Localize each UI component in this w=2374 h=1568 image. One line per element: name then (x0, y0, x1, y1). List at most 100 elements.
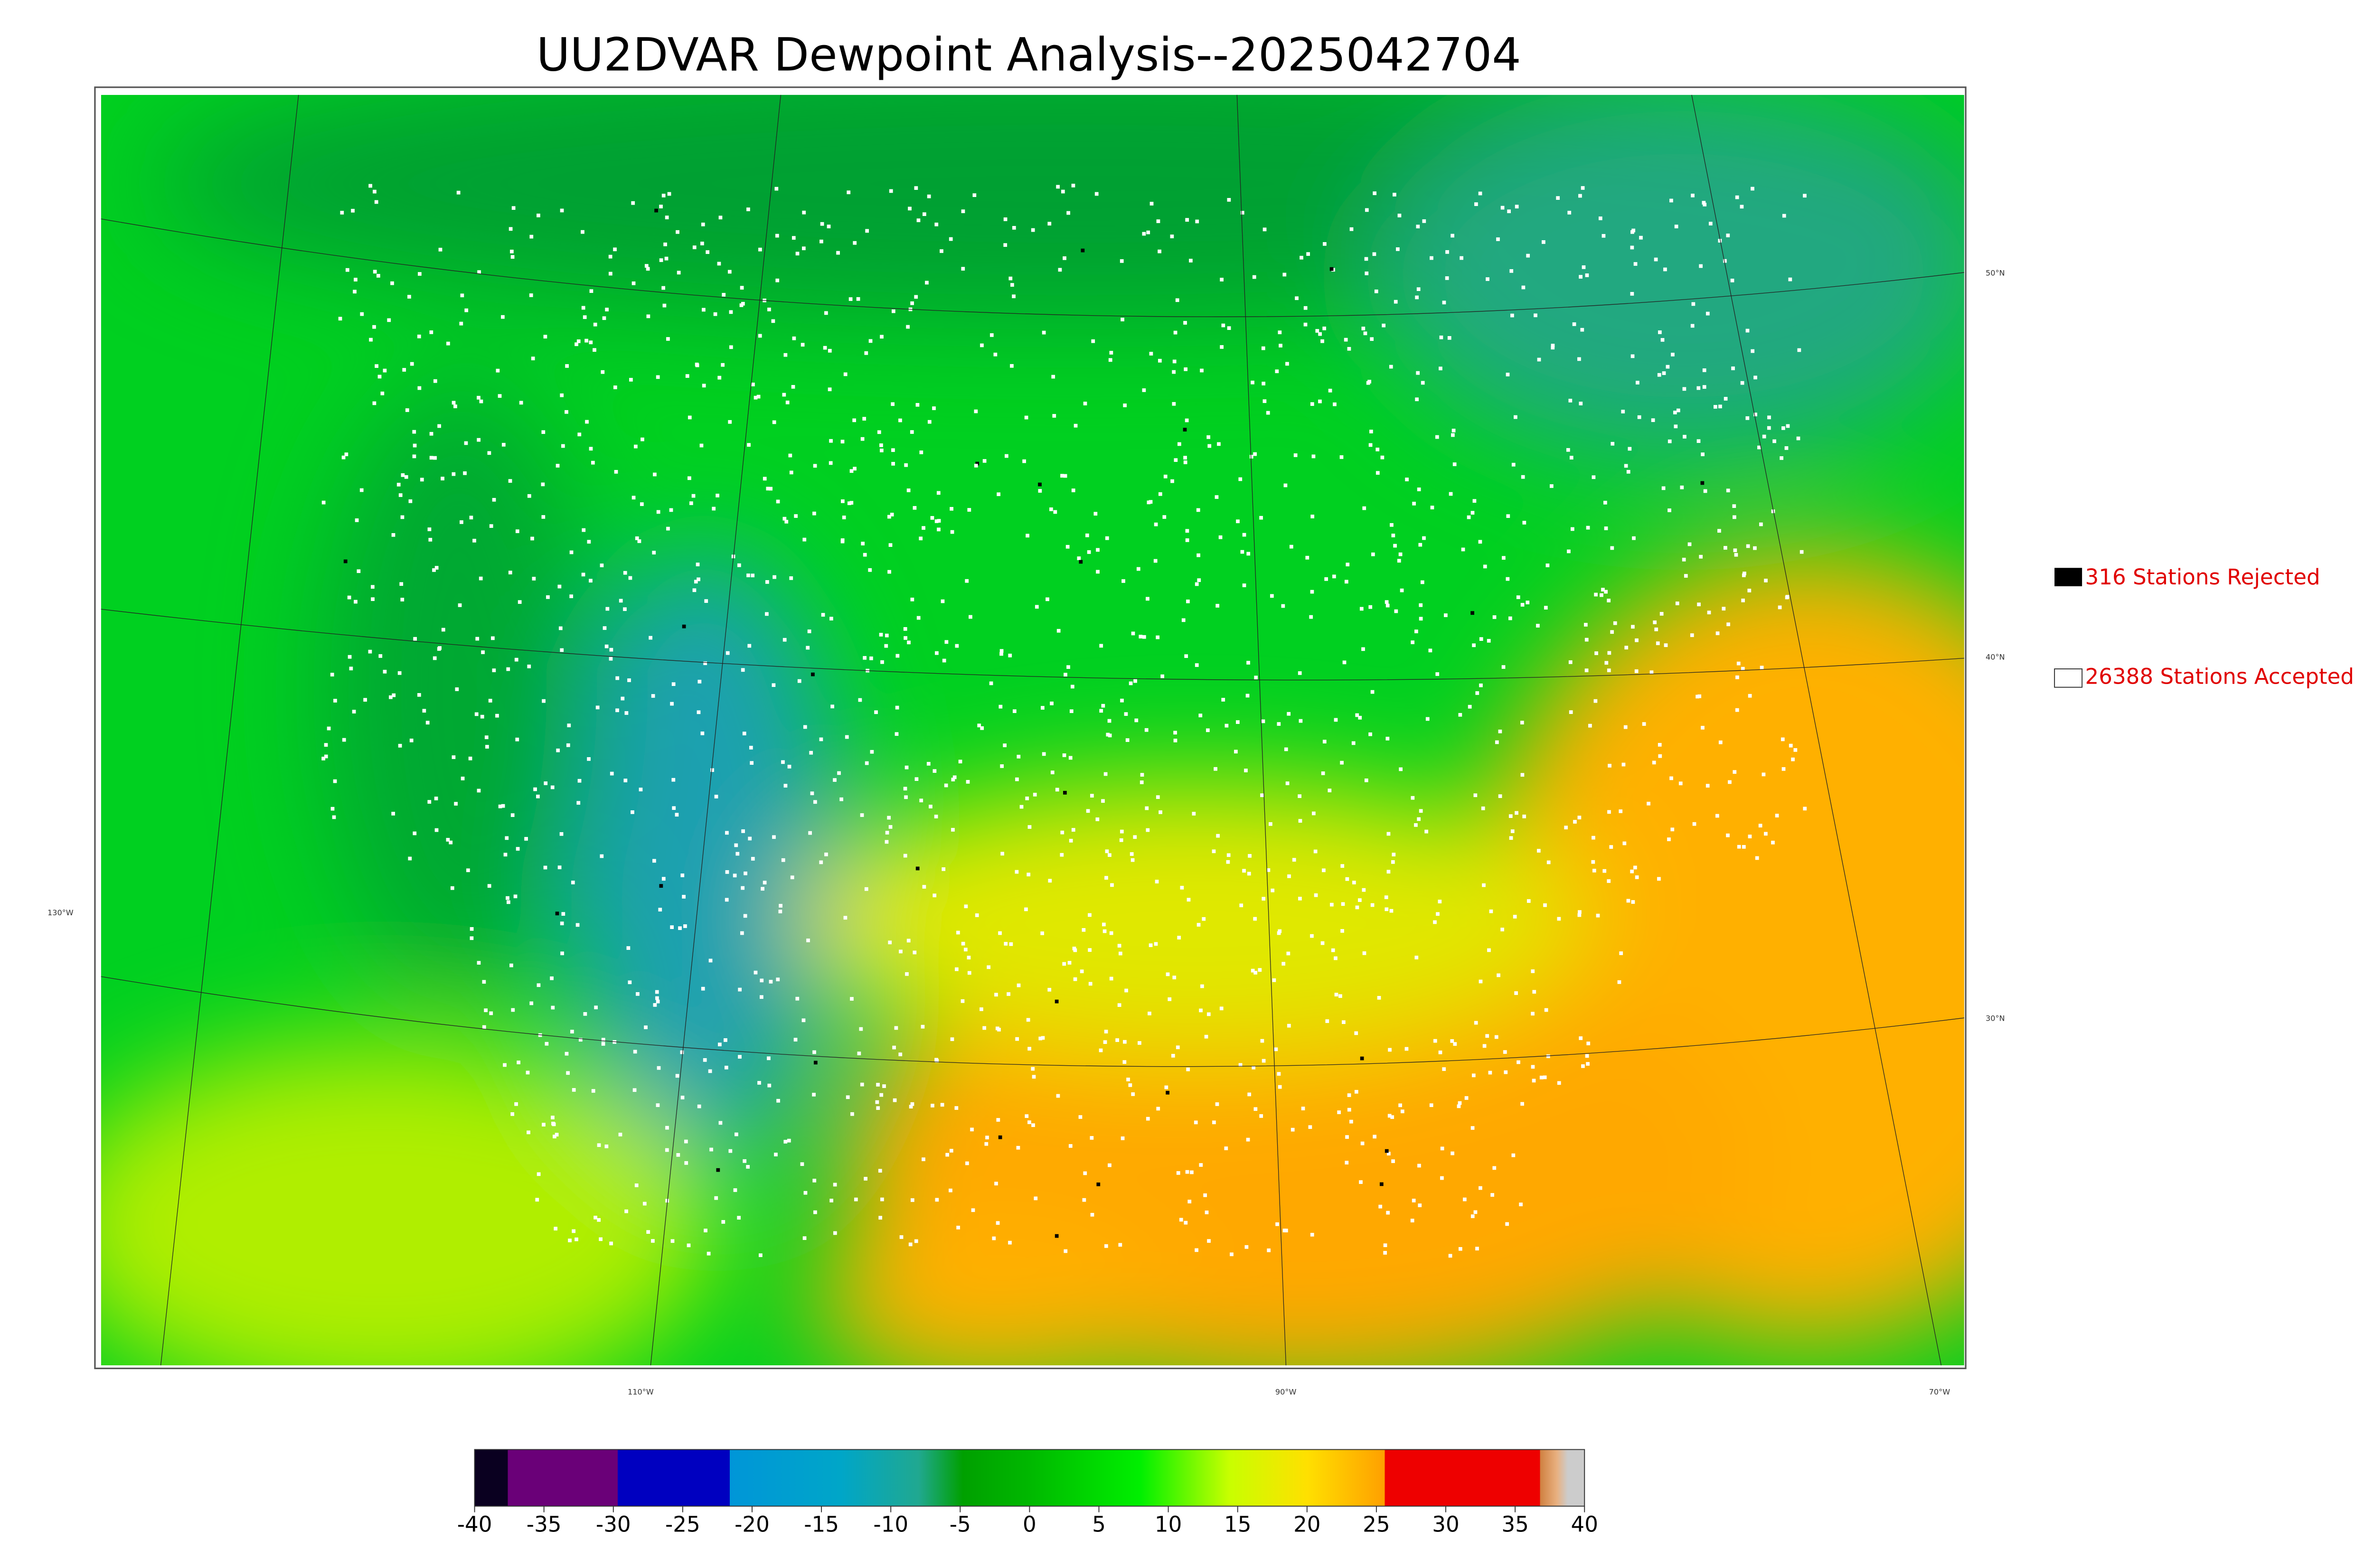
station-dot (1038, 482, 1042, 487)
station-dot (1220, 345, 1224, 349)
station-dot (1651, 418, 1655, 422)
station-dot (919, 450, 923, 454)
station-dot (1104, 876, 1108, 880)
station-dot (1027, 1120, 1031, 1124)
station-dot (1743, 572, 1746, 575)
station-dot (1101, 799, 1105, 803)
station-dot (1500, 206, 1505, 210)
station-dot (1471, 1073, 1476, 1078)
station-dot (927, 420, 932, 424)
station-dot (654, 208, 658, 213)
station-dot (1494, 1035, 1498, 1039)
station-dot (1249, 455, 1253, 459)
station-dot (1633, 262, 1638, 266)
station-dot (849, 501, 854, 505)
station-dot (1246, 1137, 1250, 1142)
station-dot (434, 797, 438, 800)
station-dot (513, 894, 518, 899)
station-dot (1359, 1180, 1363, 1184)
station-dot (1325, 1019, 1329, 1023)
station-dot (1062, 962, 1066, 966)
station-dot (697, 710, 701, 714)
station-dot (552, 1122, 556, 1127)
station-dot (999, 652, 1003, 656)
station-dot (989, 333, 994, 337)
station-dot (662, 303, 667, 308)
station-dot (1164, 1085, 1168, 1089)
station-dot (1657, 373, 1661, 377)
station-dot (1262, 1059, 1266, 1063)
station-dot (891, 309, 895, 313)
station-dot (1662, 371, 1666, 375)
station-dot (728, 1149, 733, 1153)
station-dot (1753, 546, 1757, 550)
station-dot (1121, 318, 1124, 321)
station-dot (391, 812, 396, 816)
station-dot (460, 520, 463, 524)
station-dot (1608, 764, 1611, 768)
station-dot (1631, 625, 1635, 629)
station-dot (560, 208, 564, 213)
station-dot (1315, 329, 1319, 333)
station-dot (1425, 717, 1430, 721)
station-dot (470, 936, 474, 940)
station-dot (1568, 398, 1573, 403)
station-dot (682, 895, 686, 899)
station-dot (1283, 483, 1288, 488)
station-dot (913, 950, 917, 955)
station-dot (709, 1147, 713, 1152)
station-dot (1337, 1110, 1341, 1114)
station-dot (1174, 458, 1178, 462)
station-dot (604, 1144, 609, 1148)
station-dot (1385, 1149, 1389, 1153)
station-dot (735, 852, 740, 856)
station-dot (459, 321, 463, 326)
station-dot (995, 1026, 999, 1031)
station-dot (1173, 731, 1177, 735)
station-dot (1389, 365, 1393, 369)
station-dot (1799, 550, 1804, 554)
station-dot (1398, 552, 1403, 556)
station-dot (1012, 226, 1016, 230)
station-dot (561, 444, 565, 448)
station-dot (1019, 805, 1024, 809)
station-dot (527, 1130, 530, 1135)
station-dot (659, 205, 663, 208)
station-dot (501, 804, 505, 808)
station-dot (1088, 948, 1092, 952)
station-dot (1047, 987, 1052, 992)
station-dot (1371, 552, 1375, 556)
station-dot (1104, 1244, 1108, 1248)
station-dot (1096, 570, 1100, 574)
station-dot (1572, 322, 1576, 326)
station-dot (409, 738, 414, 742)
station-dot (1122, 1060, 1127, 1064)
station-dot (332, 815, 336, 819)
station-dot (1691, 302, 1696, 306)
map (101, 94, 1964, 1366)
station-dot (1519, 1202, 1523, 1206)
colorbar (474, 1449, 1585, 1507)
station-dot (797, 679, 801, 683)
station-dot (1025, 796, 1029, 800)
station-dot (1370, 690, 1375, 694)
station-dot (1183, 460, 1187, 464)
station-dot (774, 187, 779, 191)
station-dot (1741, 667, 1745, 671)
station-dot (428, 538, 433, 542)
station-dot (1015, 870, 1019, 874)
station-dot (1586, 1062, 1590, 1066)
station-dot (1244, 1245, 1249, 1249)
station-dot (1172, 359, 1177, 364)
station-dot (1498, 729, 1502, 733)
station-dot (1482, 883, 1486, 887)
station-dot (1095, 817, 1100, 821)
station-dot (782, 516, 787, 521)
station-dot (672, 806, 676, 810)
station-dot (1658, 743, 1662, 747)
station-dot (1322, 326, 1327, 330)
station-dot (535, 1198, 539, 1202)
station-dot (1718, 404, 1722, 409)
station-dot (1386, 1152, 1391, 1155)
station-dot (1632, 536, 1636, 540)
